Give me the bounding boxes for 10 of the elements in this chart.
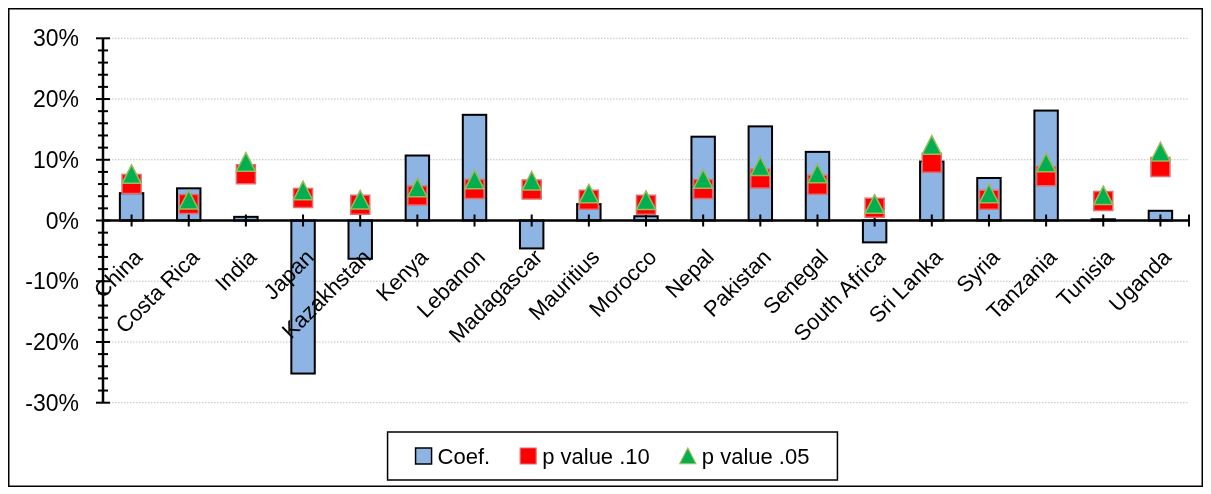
legend-label: Coef. (437, 443, 491, 469)
legend-label: p value .05 (701, 443, 810, 469)
y-tick-label: -30% (25, 389, 79, 416)
legend-label: p value .10 (542, 443, 650, 469)
y-tick-label: 30% (32, 25, 79, 52)
y-tick-label: 0% (45, 207, 79, 234)
y-tick-label: 20% (32, 86, 79, 113)
y-tick-label: 10% (32, 146, 79, 173)
y-tick-label: -20% (25, 329, 79, 356)
y-tick-label: -10% (25, 268, 79, 295)
